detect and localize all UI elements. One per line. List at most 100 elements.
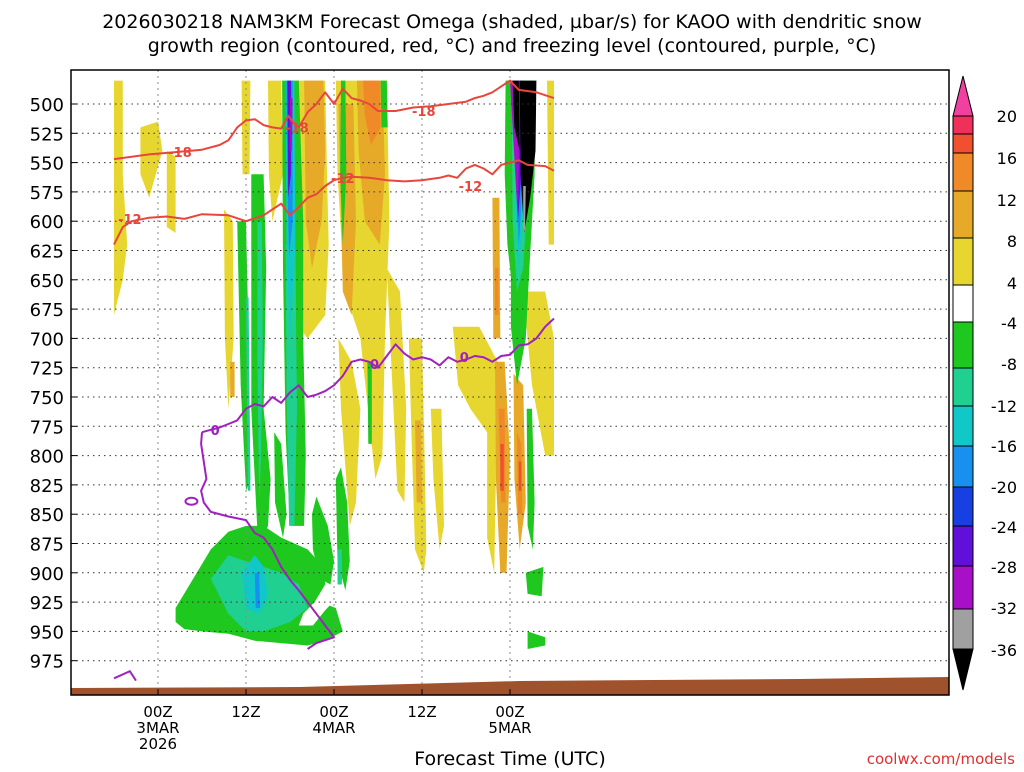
omega-region-28 [518, 461, 522, 491]
omega-region-38 [380, 80, 388, 128]
colorbar-label-5: -4 [1001, 314, 1017, 333]
colorbar-label-8: -16 [991, 437, 1017, 456]
omega-region-43 [527, 631, 546, 649]
dgz-contour-minus18 [113, 79, 555, 161]
freezing-level-contour-lower [200, 432, 335, 650]
y-tick-label-925: 925 [30, 593, 64, 614]
colorbar-label-7: -12 [991, 397, 1017, 416]
dgz-contour-minus12 [113, 159, 555, 246]
colorbar-bin-6 [952, 321, 974, 369]
omega-region-45 [257, 221, 263, 503]
contour-label-8: 0 [460, 351, 469, 366]
y-tick-label-750: 750 [30, 388, 64, 409]
contour-labels: -18 -18 -18 -12 -12 -12 0 0 0 [118, 105, 483, 439]
omega-region-48 [337, 549, 342, 585]
colorbar-label-10: -24 [991, 518, 1017, 537]
omega-region-62 [523, 186, 526, 233]
colorbar-bin-4 [952, 237, 974, 286]
colorbar-label-13: -36 [991, 641, 1017, 660]
omega-region-34 [312, 496, 334, 585]
contour-label-7: 0 [370, 358, 379, 373]
omega-region-13 [523, 291, 554, 456]
freezing-level-contour [201, 317, 555, 434]
omega-region-54 [254, 572, 261, 608]
omega-region-29 [237, 221, 251, 491]
omega-region-35 [340, 80, 347, 245]
y-tick-label-725: 725 [30, 359, 64, 380]
omega-region-9 [386, 268, 407, 503]
omega-region-58 [289, 98, 293, 151]
contour-label-0: -18 [168, 146, 192, 161]
omega-region-46 [285, 244, 297, 526]
omega-region-44 [246, 297, 251, 491]
colorbar-bin-7 [952, 367, 974, 407]
x-tick-label-40-1: 5MAR [488, 719, 531, 737]
x-tick-label-40-0: 00Z [495, 703, 524, 721]
freezing-level-contour-corner [113, 669, 137, 682]
plot-area [71, 70, 949, 695]
colorbar-bin-5 [952, 284, 974, 323]
colorbar-bin-0 [952, 115, 974, 135]
colorbar-label-4: 4 [1007, 274, 1017, 293]
omega-region-18 [415, 420, 422, 503]
chart-title-line2: growth region (contoured, red, °C) and f… [148, 35, 877, 57]
x-tick-label-0-0: 00Z [143, 703, 172, 721]
omega-region-42 [525, 566, 544, 597]
colorbar-label-9: -20 [991, 478, 1017, 497]
colorbar-label-12: -32 [991, 599, 1017, 618]
contour-label-2: -18 [412, 105, 436, 120]
y-tick-label-600: 600 [30, 212, 64, 233]
omega-region-12 [452, 326, 498, 573]
omega-region-23 [363, 80, 381, 145]
y-tick-label-975: 975 [30, 652, 64, 673]
omega-region-3 [224, 209, 234, 409]
colorbar-label-11: -28 [991, 558, 1017, 577]
omega-region-0 [114, 80, 128, 315]
colorbar-bin-12 [952, 565, 974, 610]
colorbar-top-arrow [952, 75, 974, 117]
colorbar-bin-10 [952, 486, 974, 527]
y-tick-label-875: 875 [30, 535, 64, 556]
omega-region-24 [495, 268, 499, 315]
y-tick-label-775: 775 [30, 417, 64, 438]
x-tick-label-0-2: 2026 [139, 735, 177, 753]
contour-label-3: -12 [118, 213, 142, 228]
omega-region-19 [230, 361, 235, 397]
chart-title-line1: 2026030218 NAM3KM Forecast Omega (shaded… [102, 11, 922, 33]
x-tick-label-20-1: 4MAR [312, 719, 355, 737]
x-tick-label-20-0: 00Z [319, 703, 348, 721]
colorbar-label-3: 8 [1007, 232, 1017, 251]
y-tick-label-700: 700 [30, 329, 64, 350]
colorbar-bin-9 [952, 445, 974, 488]
omega-region-8 [338, 338, 361, 526]
contour-lines [113, 79, 555, 682]
contour-label-1: -18 [285, 121, 309, 136]
contour-label-5: -12 [459, 180, 483, 195]
y-tick-label-825: 825 [30, 476, 64, 497]
y-axis: 500 525 550 575 600 625 650 675 700 725 750 775 800 8… [30, 95, 77, 673]
colorbar-bin-8 [952, 405, 974, 447]
omega-region-1 [140, 121, 163, 198]
colorbar-bin-1 [952, 133, 974, 154]
contour-label-4: -12 [331, 172, 355, 187]
y-tick-label-500: 500 [30, 95, 64, 116]
credit-text: coolwx.com/models [867, 750, 1015, 768]
y-tick-label-575: 575 [30, 183, 64, 204]
colorbar-label-6: -8 [1001, 355, 1017, 374]
x-tick-label-10-0: 12Z [231, 703, 260, 721]
omega-region-27 [500, 443, 504, 491]
terrain [71, 677, 949, 695]
y-tick-label-850: 850 [30, 505, 64, 526]
colorbar-bin-11 [952, 525, 974, 567]
colorbar-bin-13 [952, 608, 974, 650]
y-tick-label-650: 650 [30, 271, 64, 292]
colorbar-label-2: 12 [997, 191, 1017, 210]
y-tick-label-800: 800 [30, 447, 64, 468]
x-tick-label-30-0: 12Z [407, 703, 436, 721]
contour-label-6: 0 [211, 424, 220, 439]
y-tick-label-900: 900 [30, 564, 64, 585]
y-tick-label-950: 950 [30, 622, 64, 643]
grid-lines [71, 70, 949, 695]
